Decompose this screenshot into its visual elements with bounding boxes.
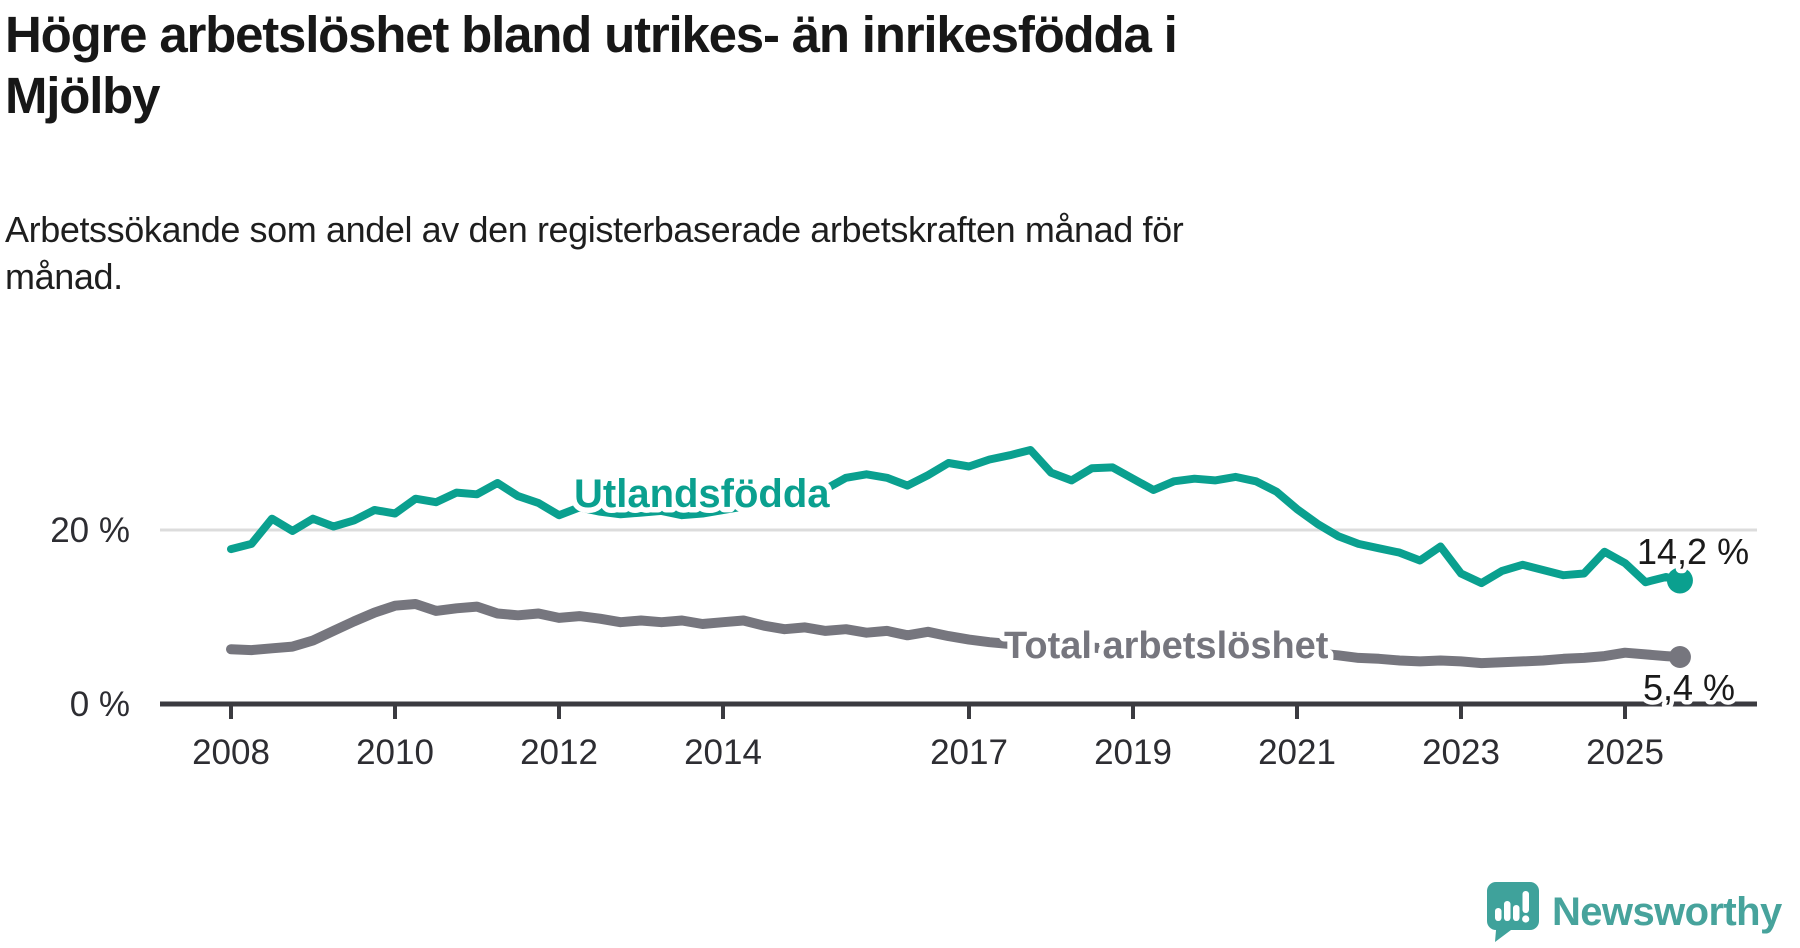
end-dot-utlandsfodda [1666,567,1693,594]
end-value-label-total: 5,4 % [1643,667,1735,708]
page-subtitle: Arbetssökande som andel av den registerb… [5,206,1184,300]
page-title: Högre arbetslöshet bland utrikes- än inr… [5,4,1178,126]
bar-chart-bar-short [1495,908,1502,921]
series-label-total: Total arbetslöshet [1004,625,1329,667]
y-axis-label-0-percent: 0 % [70,685,130,724]
series-label-utlandsfodda: Utlandsfödda [574,472,830,516]
bar-chart-bar-medium [1513,905,1520,921]
x-axis-label-2017: 2017 [930,733,1008,772]
page-subtitle-line-2: månad. [5,256,123,297]
page-title-line-1: Högre arbetslöshet bland utrikes- än inr… [5,6,1178,63]
newsworthy-logo: Newsworthy [1487,882,1782,942]
x-axis-label-2008: 2008 [192,733,270,772]
page-title-line-2: Mjölby [5,67,160,124]
x-axis-label-2021: 2021 [1258,733,1336,772]
series-line-utlandsfodda [227,446,1684,588]
exclamation-dot [1522,915,1530,923]
bar-chart-bar-tall [1504,901,1511,921]
y-axis-label-20-percent: 20 % [50,511,130,550]
exclamation-bar [1522,891,1529,913]
x-axis-label-2019: 2019 [1094,733,1172,772]
x-axis-label-2010: 2010 [356,733,434,772]
x-axis-label-2025: 2025 [1586,733,1664,772]
series-line-total [226,599,1685,669]
page-subtitle-line-1: Arbetssökande som andel av den registerb… [5,209,1184,250]
x-axis-label-2012: 2012 [520,733,598,772]
newsworthy-wordmark: Newsworthy [1552,890,1782,934]
x-axis-label-2023: 2023 [1422,733,1500,772]
end-dot-total [1668,646,1691,669]
newsworthy-speech-bubble-bars-icon [1487,882,1539,942]
x-axis-label-2014: 2014 [684,733,762,772]
end-value-label-utlandsfodda: 14,2 % [1637,531,1749,572]
